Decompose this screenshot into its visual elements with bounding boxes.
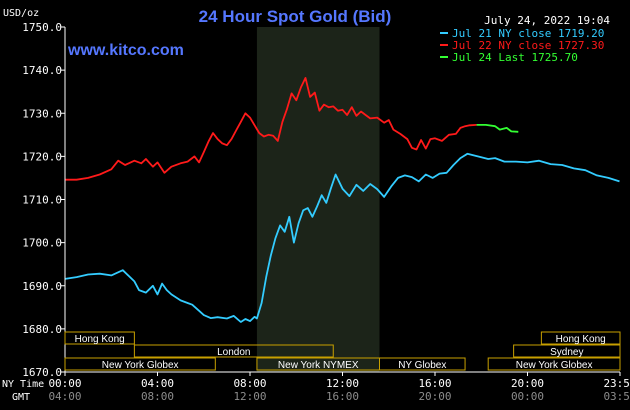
x-tick-label-gmt: 16:00 <box>326 390 359 403</box>
session-label: Hong Kong <box>75 334 125 345</box>
chart-title: 24 Hour Spot Gold (Bid) <box>199 7 392 26</box>
x-tick-label-gmt: 04:00 <box>48 390 81 403</box>
y-tick-label: 1700.0 <box>22 237 62 250</box>
y-tick-label: 1680.0 <box>22 323 62 336</box>
session-bar <box>64 357 216 371</box>
session-label: Hong Kong <box>556 334 606 345</box>
y-tick-label: 1670.0 <box>22 366 62 379</box>
x-tick-label-ny: 08:00 <box>233 377 266 390</box>
session-label: NY Globex <box>398 360 446 371</box>
nymex-session-highlight <box>256 27 380 372</box>
session-label: New York Globex <box>516 360 593 371</box>
x-tick-label-gmt: 20:00 <box>418 390 451 403</box>
legend-entry: Jul 21 NY close 1719.20 <box>452 27 604 40</box>
y-tick-label: 1690.0 <box>22 280 62 293</box>
x-tick-label-gmt: 00:00 <box>511 390 544 403</box>
x-tick-label-gmt: 08:00 <box>141 390 174 403</box>
nymex-highlight-band <box>256 27 380 372</box>
series-line <box>64 152 620 323</box>
y-tick-label: 1710.0 <box>22 194 62 207</box>
x-tick-label-ny: 00:00 <box>48 377 81 390</box>
unit-label: USD/oz <box>3 8 39 19</box>
x-tick-label-ny: 16:00 <box>418 377 451 390</box>
session-bar <box>64 331 135 345</box>
y-tick-label: 1720.0 <box>22 150 62 163</box>
session-bar <box>379 357 466 371</box>
series-line <box>476 124 519 133</box>
x-tick-label-gmt: 03:59 <box>603 390 630 403</box>
session-bar <box>487 357 621 371</box>
y-tick-label: 1730.0 <box>22 107 62 120</box>
ny-time-axis-label: NY Time <box>2 379 44 390</box>
y-axis: 1750.0 1740.0 1730.0 1720.0 1710.0 1700.0 1690… <box>22 21 65 379</box>
session-label: London <box>217 347 250 358</box>
chart-timestamp: July 24, 2022 19:04 <box>484 14 610 27</box>
x-tick-label-ny: 12:00 <box>326 377 359 390</box>
x-tick-label-ny: 04:00 <box>141 377 174 390</box>
session-bar <box>540 331 621 345</box>
y-tick-label: 1750.0 <box>22 21 62 34</box>
x-tick-label-gmt: 12:00 <box>233 390 266 403</box>
x-tick-label-ny: 23:59 <box>603 377 630 390</box>
market-sessions: Hong Kong Hong Kong London Sydney New York G… <box>64 331 621 371</box>
session-label: New York Globex <box>102 360 179 371</box>
session-label: New York NYMEX <box>278 360 359 371</box>
kitco-watermark: www.kitco.com <box>67 42 184 59</box>
series-line <box>65 77 477 181</box>
legend-entry: Jul 22 NY close 1727.30 <box>452 39 604 52</box>
session-bar <box>513 344 621 358</box>
x-axis: 00:0004:0004:0008:0008:0012:0012:0016:00… <box>48 372 630 403</box>
series-lines <box>64 77 620 323</box>
session-label: Sydney <box>550 347 583 358</box>
gmt-axis-label: GMT <box>12 392 30 403</box>
y-tick-label: 1740.0 <box>22 64 62 77</box>
x-tick-label-ny: 20:00 <box>511 377 544 390</box>
session-bar <box>133 344 334 358</box>
legend-entry: Jul 24 Last 1725.70 <box>452 51 578 64</box>
